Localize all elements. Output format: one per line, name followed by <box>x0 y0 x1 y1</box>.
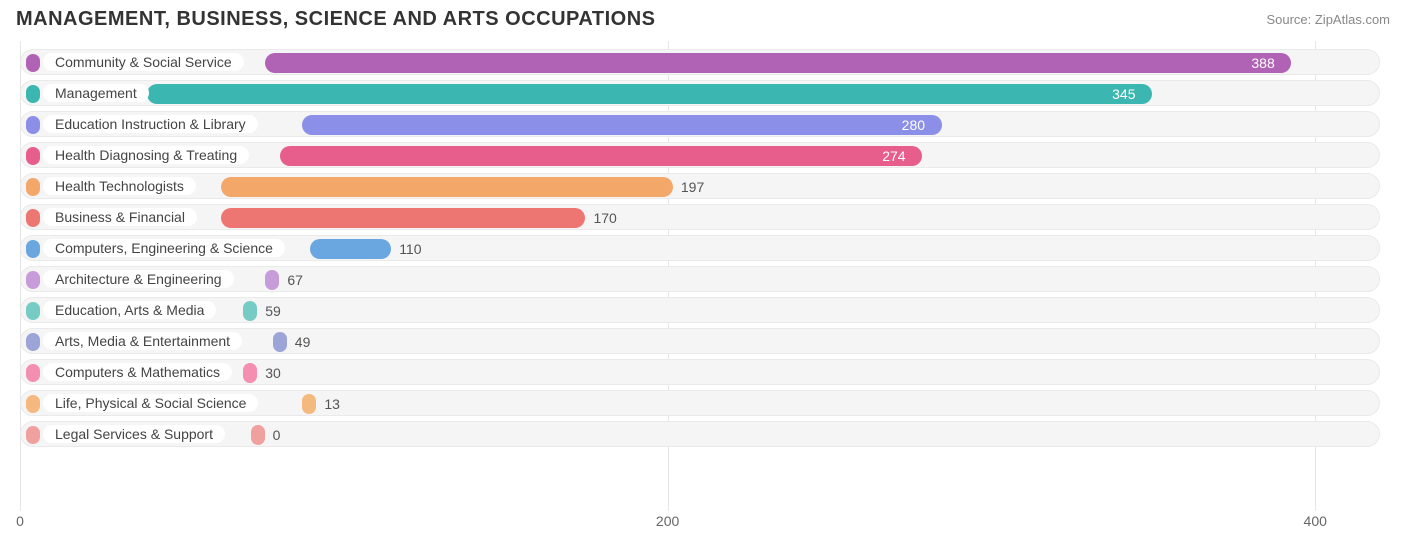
chart-header: MANAGEMENT, BUSINESS, SCIENCE AND ARTS O… <box>12 8 1394 37</box>
x-tick-label: 200 <box>656 513 679 529</box>
bar <box>302 394 316 414</box>
bar-row: Architecture & Engineering 67 <box>20 266 1380 292</box>
bar <box>280 146 922 166</box>
plot-area: 0 200 400 Community & Social Service 388 Mana… <box>12 41 1394 531</box>
bar-row: Management 345 <box>20 80 1380 106</box>
bar-row: Education, Arts & Media 59 <box>20 297 1380 323</box>
bar-track: Management 345 <box>20 80 1380 106</box>
bar-track: Computers, Engineering & Science 110 <box>20 235 1380 261</box>
label-ring <box>26 54 40 72</box>
bar-row: Computers, Engineering & Science 110 <box>20 235 1380 261</box>
label-ring <box>26 395 40 413</box>
bar-row: Health Technologists 197 <box>20 173 1380 199</box>
value-label: 30 <box>265 365 281 381</box>
bar <box>310 239 391 259</box>
value-label: 280 <box>902 117 925 133</box>
label-ring <box>26 178 40 196</box>
bar-track: Business & Financial 170 <box>20 204 1380 230</box>
label-ring <box>26 209 40 227</box>
value-label: 49 <box>295 334 311 350</box>
bars-wrap: Community & Social Service 388 Management 3… <box>20 49 1380 452</box>
x-tick-label: 400 <box>1304 513 1327 529</box>
bar-row: Life, Physical & Social Science 13 <box>20 390 1380 416</box>
label-ring <box>26 147 40 165</box>
chart-source: Source: ZipAtlas.com <box>1266 12 1390 27</box>
category-label: Health Diagnosing & Treating <box>43 146 249 164</box>
category-label: Health Technologists <box>43 177 196 195</box>
value-label: 388 <box>1251 55 1274 71</box>
bar-track: Computers & Mathematics 30 <box>20 359 1380 385</box>
bar-row: Community & Social Service 388 <box>20 49 1380 75</box>
bar <box>273 332 287 352</box>
label-ring <box>26 364 40 382</box>
bar <box>147 84 1152 104</box>
label-ring <box>26 426 40 444</box>
value-label: 67 <box>287 272 303 288</box>
label-ring <box>26 85 40 103</box>
bar <box>221 208 585 228</box>
category-label: Legal Services & Support <box>43 425 225 443</box>
bar-row: Education Instruction & Library 280 <box>20 111 1380 137</box>
bar <box>265 53 1291 73</box>
occupations-bar-chart: MANAGEMENT, BUSINESS, SCIENCE AND ARTS O… <box>0 0 1406 559</box>
label-ring <box>26 116 40 134</box>
bar-track: Health Diagnosing & Treating 274 <box>20 142 1380 168</box>
bar-row: Legal Services & Support 0 <box>20 421 1380 447</box>
bar-track: Community & Social Service 388 <box>20 49 1380 75</box>
bar <box>243 363 257 383</box>
value-label: 170 <box>593 210 616 226</box>
value-label: 345 <box>1112 86 1135 102</box>
value-label: 197 <box>681 179 704 195</box>
category-label: Computers & Mathematics <box>43 363 232 381</box>
bar-track: Legal Services & Support 0 <box>20 421 1380 447</box>
bar-row: Arts, Media & Entertainment 49 <box>20 328 1380 354</box>
bar-row: Health Diagnosing & Treating 274 <box>20 142 1380 168</box>
chart-title: MANAGEMENT, BUSINESS, SCIENCE AND ARTS O… <box>16 8 655 31</box>
label-ring <box>26 240 40 258</box>
category-label: Arts, Media & Entertainment <box>43 332 242 350</box>
value-label: 110 <box>399 241 421 257</box>
bar-track: Arts, Media & Entertainment 49 <box>20 328 1380 354</box>
bar-row: Business & Financial 170 <box>20 204 1380 230</box>
category-label: Education, Arts & Media <box>43 301 216 319</box>
bar <box>221 177 673 197</box>
bar-track: Education Instruction & Library 280 <box>20 111 1380 137</box>
bar-track: Health Technologists 197 <box>20 173 1380 199</box>
bar-track: Education, Arts & Media 59 <box>20 297 1380 323</box>
value-label: 274 <box>882 148 905 164</box>
value-label: 13 <box>324 396 340 412</box>
category-label: Management <box>43 84 149 102</box>
bar-track: Architecture & Engineering 67 <box>20 266 1380 292</box>
category-label: Architecture & Engineering <box>43 270 234 288</box>
bar <box>251 425 265 445</box>
category-label: Life, Physical & Social Science <box>43 394 258 412</box>
bar <box>265 270 279 290</box>
x-tick-label: 0 <box>16 513 24 529</box>
bar <box>302 115 941 135</box>
value-label: 0 <box>273 427 281 443</box>
label-ring <box>26 333 40 351</box>
category-label: Business & Financial <box>43 208 197 226</box>
value-label: 59 <box>265 303 281 319</box>
category-label: Education Instruction & Library <box>43 115 258 133</box>
bar-row: Computers & Mathematics 30 <box>20 359 1380 385</box>
bar <box>243 301 257 321</box>
label-ring <box>26 302 40 320</box>
category-label: Community & Social Service <box>43 53 244 71</box>
bar-track: Life, Physical & Social Science 13 <box>20 390 1380 416</box>
category-label: Computers, Engineering & Science <box>43 239 285 257</box>
label-ring <box>26 271 40 289</box>
